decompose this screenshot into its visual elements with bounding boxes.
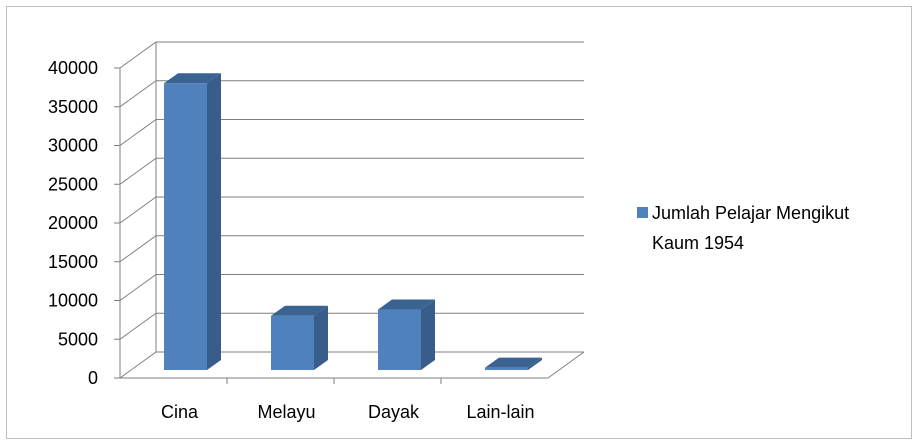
x-axis-ticks: Cina Melayu Dayak Lain-lain xyxy=(161,378,535,422)
x-axis-line xyxy=(120,351,585,379)
legend-label-line-1: Jumlah Pelajar Mengikut xyxy=(652,203,849,223)
y-tick-label: 25000 xyxy=(48,174,98,194)
y-tick-label: 5000 xyxy=(58,329,98,349)
y-tick-label: 10000 xyxy=(48,291,98,311)
bar xyxy=(378,299,435,370)
bars xyxy=(164,73,542,370)
legend-label-line-2: Kaum 1954 xyxy=(652,233,744,253)
y-tick-label: 20000 xyxy=(48,213,98,233)
chart-frame xyxy=(6,6,912,439)
y-tick-label: 30000 xyxy=(48,136,98,156)
x-tick-label: Melayu xyxy=(257,402,315,422)
bar xyxy=(164,73,221,370)
legend: Jumlah Pelajar Mengikut Kaum 1954 xyxy=(637,203,849,253)
y-tick-label: 35000 xyxy=(48,97,98,117)
y-tick-label: 15000 xyxy=(48,252,98,272)
gridline xyxy=(119,41,584,69)
x-tick-label: Cina xyxy=(161,402,199,422)
x-tick-label: Lain-lain xyxy=(466,402,534,422)
bar xyxy=(485,357,542,370)
legend-swatch xyxy=(637,207,648,218)
y-tick-label: 0 xyxy=(88,368,98,388)
x-tick-label: Dayak xyxy=(368,402,420,422)
y-axis-ticks: 0 5000 10000 15000 20000 25000 30000 35000 40000 xyxy=(48,58,120,388)
y-tick-label: 40000 xyxy=(48,58,98,78)
bar xyxy=(271,305,328,370)
